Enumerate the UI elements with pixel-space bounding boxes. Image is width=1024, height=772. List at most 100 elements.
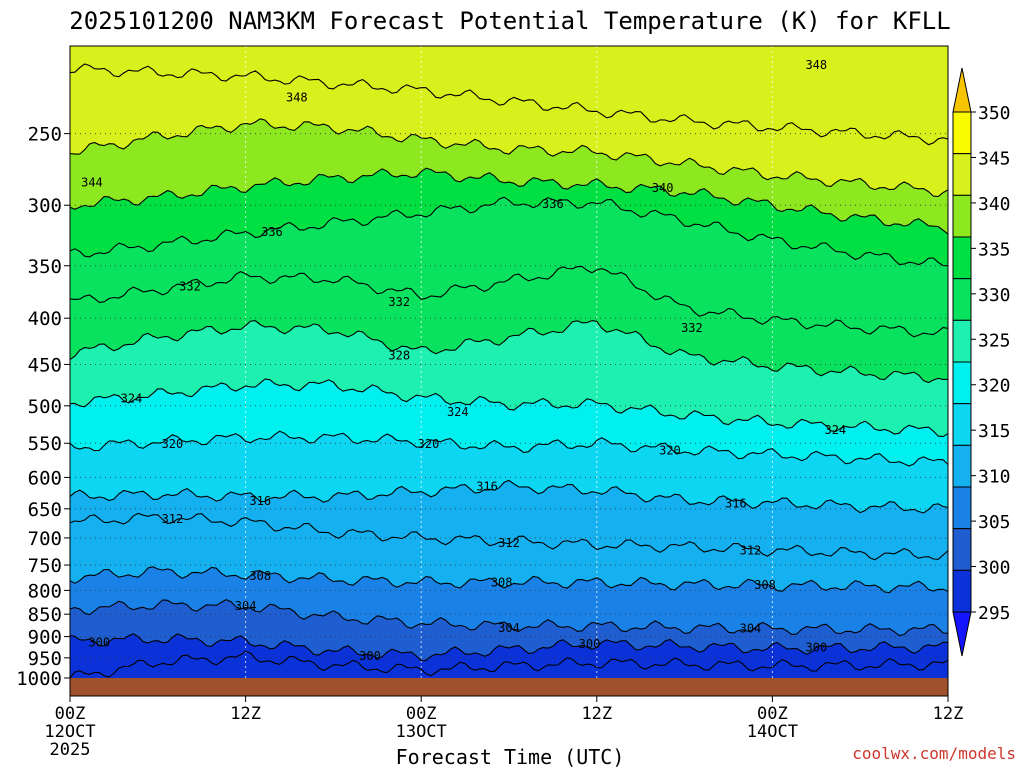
contour-label: 316 — [249, 494, 271, 508]
colorbar-label: 335 — [978, 239, 1011, 260]
contour-label: 300 — [359, 649, 381, 663]
band-298-300 — [70, 633, 948, 678]
colorbar-segment — [952, 403, 972, 446]
isotherm-312 — [70, 512, 948, 561]
x-axis-title: Forecast Time (UTC) — [396, 745, 625, 768]
band-320-324 — [70, 379, 948, 466]
colorbar-label: 305 — [978, 512, 1011, 533]
colorbar-segment — [952, 111, 972, 155]
y-tick-label: 400 — [28, 308, 62, 330]
isotherm-336 — [70, 196, 948, 267]
contour-label: 304 — [235, 599, 257, 613]
contour-label: 344 — [81, 175, 103, 189]
shaded-fill-layer — [70, 46, 948, 696]
y-tick-label: 1000 — [16, 668, 62, 690]
contour-label: 304 — [740, 622, 762, 636]
colorbar-bottom-arrow — [952, 611, 972, 657]
colorbar-label: 350 — [978, 103, 1011, 124]
colorbar-label: 320 — [978, 376, 1011, 397]
band-336-340 — [70, 168, 948, 266]
y-tick-label: 900 — [28, 627, 62, 649]
contour-label: 308 — [249, 569, 271, 583]
contour-label: 332 — [179, 280, 201, 294]
isotherm-316 — [70, 479, 948, 514]
contour-label: 312 — [498, 536, 520, 550]
isotherm-346 — [70, 63, 948, 146]
contour-label: 324 — [447, 405, 469, 419]
band-340-344 — [70, 118, 948, 235]
y-tick-label: 500 — [28, 396, 62, 418]
contour-label: 308 — [754, 578, 776, 592]
colorbar-label: 345 — [978, 148, 1011, 169]
contour-label: 332 — [681, 321, 703, 335]
watermark: coolwx.com/models — [852, 744, 1016, 763]
colorbar-top-arrow — [952, 67, 972, 113]
isotherm-320 — [70, 430, 948, 467]
isotherm-332 — [70, 266, 948, 338]
colorbar-label: 315 — [978, 421, 1011, 442]
colorbar-segment — [952, 194, 972, 238]
band-324-328 — [70, 320, 948, 437]
colorbar-label: 310 — [978, 467, 1011, 488]
contour-label: 324 — [824, 423, 846, 437]
colorbar: 350 345 340 335 330 325 320 315 310 305 300 295 — [952, 67, 1011, 657]
y-tick-label: 250 — [28, 124, 62, 146]
band-328-332 — [70, 266, 948, 383]
contour-label: 336 — [542, 197, 564, 211]
band-344-346 — [70, 64, 948, 197]
isotherm-304 — [70, 598, 948, 637]
colorbar-label: 330 — [978, 285, 1011, 306]
band-bottom — [70, 651, 948, 678]
colorbar-segment — [952, 444, 972, 488]
gridlines — [70, 46, 948, 678]
contour-label: 320 — [659, 443, 681, 457]
band-308-312 — [70, 513, 948, 593]
y-tick-label: 850 — [28, 604, 62, 626]
y-tick-label: 450 — [28, 354, 62, 376]
contour-label: 312 — [740, 544, 762, 558]
contour-label: 332 — [388, 295, 410, 309]
y-tick-label: 550 — [28, 433, 62, 455]
colorbar-segment — [952, 528, 972, 571]
colorbar-segment — [952, 236, 972, 280]
colorbar-segment — [952, 319, 972, 363]
contour-label: 348 — [805, 58, 827, 72]
isotherm-298 — [70, 650, 948, 679]
colorbar-label: 340 — [978, 194, 1011, 215]
contour-label: 348 — [286, 90, 308, 104]
band-304-308 — [70, 566, 948, 636]
y-tick-label: 350 — [28, 256, 62, 278]
isotherm-300 — [70, 633, 948, 662]
isotherm-324 — [70, 378, 948, 438]
x-tick-label: 12Z — [581, 704, 612, 724]
x-tick-label: 12Z — [230, 704, 261, 724]
y-tick-label: 600 — [28, 467, 62, 489]
y-tick-label: 700 — [28, 528, 62, 550]
y-tick-label: 650 — [28, 499, 62, 521]
colorbar-segment — [952, 361, 972, 405]
colorbar-segment — [952, 569, 972, 613]
contour-labels: 348 348 344 340 336 336 332 332 332 328 324 324 324 3… — [81, 58, 846, 663]
y-axis: 2503003504004505005506006507007508008509… — [16, 124, 70, 690]
contour-label: 308 — [491, 575, 513, 589]
band-312-316 — [70, 480, 948, 560]
plot-area: 348 348 344 340 336 336 332 332 332 328 324 324 324 3… — [70, 46, 948, 696]
contour-label: 320 — [162, 437, 184, 451]
x-tick-date: 14OCT — [747, 722, 798, 742]
y-tick-label: 750 — [28, 555, 62, 577]
plot-frame — [69, 45, 949, 697]
contour-label: 328 — [388, 349, 410, 363]
isotherm-328 — [70, 320, 948, 384]
isotherm-contours — [70, 63, 948, 679]
y-tick-label: 950 — [28, 648, 62, 670]
contour-label: 312 — [162, 512, 184, 526]
contour-label: 300 — [805, 640, 827, 654]
x-tick-date: 13OCT — [396, 722, 447, 742]
chart-title: 2025101200 NAM3KM Forecast Potential Tem… — [69, 7, 950, 35]
x-tick-label: 12Z — [933, 704, 964, 724]
x-tick-label: 00Z — [757, 704, 788, 724]
colorbar-label: 300 — [978, 558, 1011, 579]
band-300-304 — [70, 599, 948, 661]
colorbar-segment — [952, 278, 972, 321]
